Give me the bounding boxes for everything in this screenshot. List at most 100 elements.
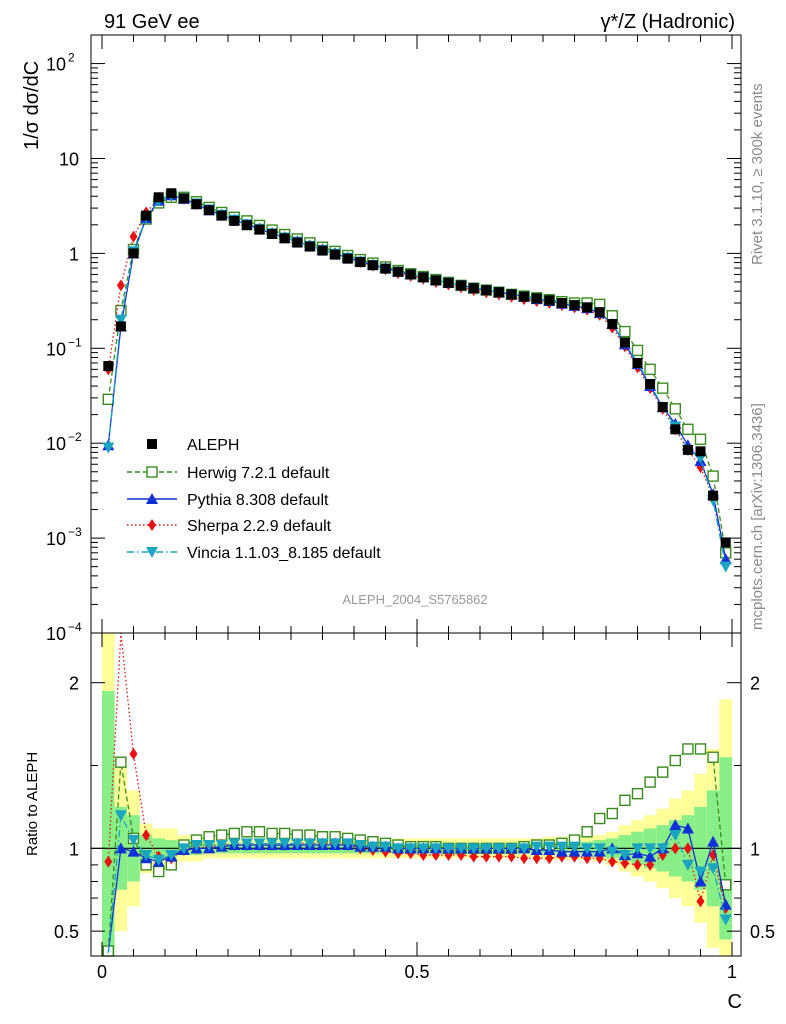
ratio-point-sherpa bbox=[545, 852, 554, 865]
point-data bbox=[317, 245, 328, 256]
ratio-point-vincia bbox=[203, 840, 216, 852]
ratio-point-herwig bbox=[669, 754, 681, 767]
ratio-point-pythia bbox=[694, 875, 707, 887]
ratio-point-vincia bbox=[581, 843, 594, 855]
ratio-point-vincia bbox=[291, 838, 304, 850]
point-data bbox=[594, 307, 605, 318]
ratio-point-herwig bbox=[657, 766, 669, 778]
ratio-point-sherpa bbox=[520, 852, 529, 865]
ratio-plot-frame bbox=[90, 632, 742, 957]
point-data bbox=[418, 272, 429, 283]
x-tick-label: 0.5 bbox=[404, 962, 429, 982]
ratio-point-sherpa bbox=[683, 842, 692, 855]
ratio-point-vincia bbox=[429, 843, 442, 855]
y-tick-exponent: 2 bbox=[68, 51, 75, 65]
point-data bbox=[430, 275, 441, 286]
ratio-point-vincia bbox=[114, 810, 127, 822]
point-pythia bbox=[719, 553, 732, 565]
point-data bbox=[166, 188, 177, 199]
ratio-point-pythia bbox=[644, 850, 657, 862]
ratio-series bbox=[102, 632, 732, 957]
y-tick-label: 10 bbox=[46, 529, 66, 549]
point-herwig bbox=[657, 382, 669, 394]
ratio-point-vincia bbox=[442, 843, 455, 855]
ratio-y-tick-label-right: 2 bbox=[750, 674, 760, 694]
ratio-y-axis-title: Ratio to ALEPH bbox=[24, 752, 41, 856]
point-data bbox=[481, 285, 492, 296]
svg-text:ALEPH: ALEPH bbox=[187, 437, 239, 454]
ratio-point-herwig bbox=[619, 794, 631, 806]
legend-entry-vincia: Vincia 1.1.03_8.185 default bbox=[127, 545, 381, 562]
ratio-point-vincia bbox=[278, 838, 291, 850]
legend-entry-aleph: ALEPH bbox=[147, 437, 239, 454]
ratio-point-herwig bbox=[215, 829, 228, 841]
ratio-point-vincia bbox=[404, 843, 417, 855]
point-data bbox=[254, 224, 265, 235]
ratio-point-vincia bbox=[707, 863, 720, 875]
legend: ALEPH Herwig 7.2.1 default Pythia 8.308 … bbox=[127, 437, 381, 562]
point-data bbox=[380, 263, 391, 274]
ratio-point-herwig bbox=[253, 826, 266, 838]
point-data bbox=[619, 337, 630, 348]
ratio-point-herwig bbox=[707, 751, 719, 763]
ratio-point-vincia bbox=[354, 840, 367, 852]
ratio-point-sherpa bbox=[469, 850, 478, 863]
ratio-point-vincia bbox=[253, 838, 266, 850]
ratio-point-herwig bbox=[152, 865, 165, 878]
rivet-label: Rivet 3.1.10, ≥ 300k events bbox=[749, 83, 766, 265]
point-data bbox=[191, 199, 202, 210]
ratio-point-vincia bbox=[127, 835, 140, 847]
point-data bbox=[204, 205, 215, 216]
ratio-point-vincia bbox=[593, 843, 606, 855]
ratio-point-pythia bbox=[669, 819, 682, 831]
ratio-point-sherpa bbox=[482, 850, 491, 863]
ratio-point-sherpa bbox=[696, 895, 705, 908]
x-tick-label: 0 bbox=[97, 962, 107, 982]
ratio-point-sherpa bbox=[142, 829, 151, 842]
main-series-sherpa bbox=[104, 189, 730, 567]
x-axis-title: C bbox=[728, 991, 742, 1013]
ratio-point-vincia bbox=[379, 841, 392, 853]
ratio-point-vincia bbox=[681, 859, 694, 871]
ratio-point-herwig bbox=[228, 827, 241, 840]
ratio-point-herwig bbox=[682, 743, 694, 755]
y-tick-label: 1 bbox=[69, 244, 79, 264]
ratio-point-vincia bbox=[152, 854, 165, 866]
ratio-point-vincia bbox=[392, 843, 405, 855]
point-data bbox=[267, 229, 278, 240]
point-herwig bbox=[644, 363, 656, 376]
ratio-point-vincia bbox=[543, 841, 556, 853]
ratio-point-vincia bbox=[568, 841, 581, 853]
point-herwig bbox=[694, 433, 707, 445]
svg-text:Pythia 8.308 default: Pythia 8.308 default bbox=[187, 492, 329, 509]
main-plot-frame bbox=[90, 34, 742, 634]
point-data bbox=[506, 289, 517, 300]
ratio-point-vincia bbox=[190, 840, 203, 852]
y-tick-label: 10 bbox=[46, 55, 66, 75]
ratio-point-vincia bbox=[240, 838, 253, 850]
ratio-point-vincia bbox=[228, 838, 241, 850]
ratio-point-herwig bbox=[631, 787, 644, 800]
point-data bbox=[115, 321, 126, 332]
point-herwig bbox=[619, 325, 631, 338]
line-vincia bbox=[107, 194, 727, 567]
point-data bbox=[342, 253, 353, 264]
ratio-point-herwig bbox=[241, 826, 253, 838]
ratio-point-vincia bbox=[177, 843, 190, 855]
ratio-point-vincia bbox=[341, 838, 354, 850]
ratio-point-vincia bbox=[606, 846, 619, 858]
point-data bbox=[632, 357, 643, 368]
ratio-point-vincia bbox=[518, 843, 531, 855]
legend-entry-herwig: Herwig 7.2.1 default bbox=[127, 465, 330, 482]
point-data bbox=[405, 269, 416, 280]
ratio-point-sherpa bbox=[104, 855, 113, 868]
ratio-point-vincia bbox=[656, 843, 669, 855]
band-inner bbox=[102, 690, 115, 956]
ratio-point-pythia bbox=[127, 845, 140, 857]
point-data bbox=[493, 287, 504, 298]
point-data bbox=[695, 446, 706, 457]
ratio-point-vincia bbox=[480, 843, 493, 855]
point-data bbox=[279, 233, 290, 244]
ratio-y-tick-label: 0.5 bbox=[54, 922, 79, 942]
